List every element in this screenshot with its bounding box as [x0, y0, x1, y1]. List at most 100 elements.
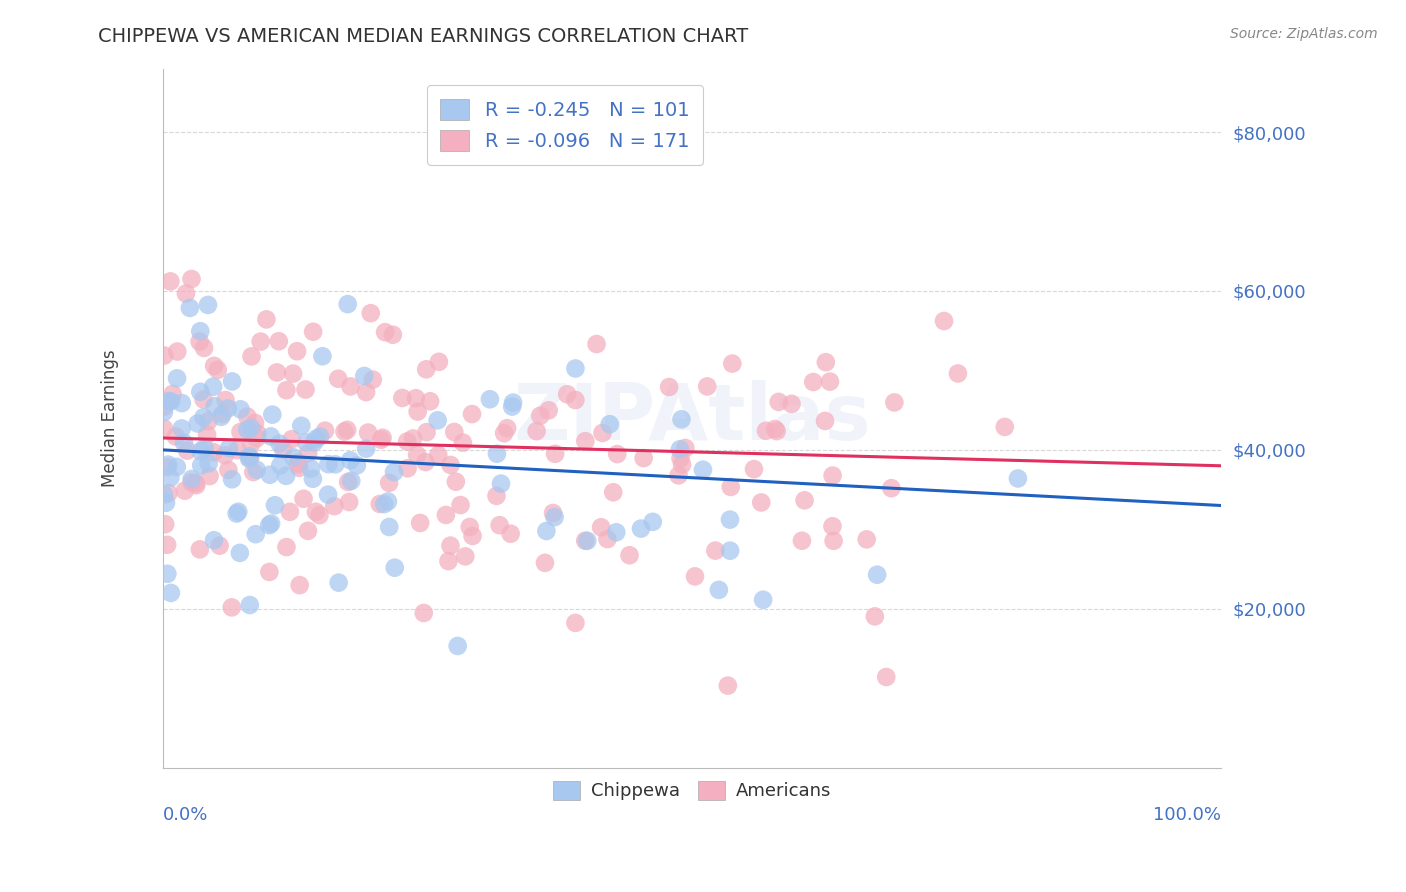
Point: [790, 533, 813, 548]
Point: [198, 469, 221, 483]
Point: [494, 426, 516, 441]
Point: [434, 508, 457, 522]
Point: [188, 324, 211, 338]
Point: [211, 407, 233, 421]
Point: [225, 507, 247, 521]
Point: [180, 272, 202, 286]
Point: [818, 375, 841, 389]
Point: [166, 459, 188, 474]
Text: ZIPAtlas: ZIPAtlas: [513, 380, 870, 456]
Point: [333, 425, 356, 439]
Point: [269, 458, 291, 473]
Point: [260, 429, 283, 443]
Point: [488, 518, 510, 533]
Point: [176, 443, 198, 458]
Point: [451, 435, 474, 450]
Point: [704, 543, 727, 558]
Point: [354, 442, 377, 456]
Point: [160, 586, 183, 600]
Point: [382, 465, 405, 479]
Point: [717, 679, 740, 693]
Point: [226, 443, 249, 458]
Point: [863, 609, 886, 624]
Point: [299, 461, 322, 475]
Point: [229, 425, 252, 439]
Point: [801, 375, 824, 389]
Point: [543, 510, 565, 524]
Point: [339, 453, 361, 467]
Point: [262, 408, 284, 422]
Point: [526, 424, 548, 438]
Point: [742, 462, 765, 476]
Text: Median Earnings: Median Earnings: [101, 350, 120, 487]
Point: [187, 417, 209, 431]
Point: [217, 463, 239, 477]
Point: [242, 465, 264, 479]
Point: [391, 391, 413, 405]
Point: [155, 517, 177, 532]
Point: [297, 524, 319, 538]
Point: [599, 417, 621, 432]
Point: [302, 435, 325, 450]
Point: [658, 380, 681, 394]
Point: [259, 467, 281, 482]
Point: [875, 670, 897, 684]
Point: [823, 533, 845, 548]
Point: [278, 505, 301, 519]
Point: [576, 533, 599, 548]
Point: [855, 533, 877, 547]
Point: [190, 458, 212, 473]
Point: [197, 456, 219, 470]
Point: [368, 497, 391, 511]
Point: [229, 402, 252, 417]
Text: Source: ZipAtlas.com: Source: ZipAtlas.com: [1230, 27, 1378, 41]
Point: [633, 451, 655, 466]
Point: [361, 373, 384, 387]
Point: [288, 578, 311, 592]
Point: [285, 344, 308, 359]
Point: [188, 334, 211, 349]
Point: [768, 395, 790, 409]
Point: [153, 421, 176, 435]
Point: [412, 606, 434, 620]
Point: [340, 474, 363, 488]
Point: [153, 400, 176, 414]
Point: [439, 539, 461, 553]
Point: [267, 334, 290, 349]
Point: [605, 525, 627, 540]
Point: [381, 327, 404, 342]
Point: [202, 445, 225, 459]
Point: [814, 414, 837, 428]
Point: [461, 529, 484, 543]
Point: [450, 498, 472, 512]
Point: [160, 394, 183, 409]
Point: [240, 350, 263, 364]
Point: [346, 458, 368, 473]
Point: [354, 385, 377, 400]
Point: [302, 325, 325, 339]
Point: [157, 486, 180, 500]
Point: [793, 493, 815, 508]
Point: [534, 556, 557, 570]
Point: [264, 498, 287, 512]
Point: [866, 567, 889, 582]
Point: [360, 306, 382, 320]
Point: [239, 451, 262, 466]
Point: [478, 392, 501, 407]
Point: [370, 433, 392, 447]
Point: [281, 367, 304, 381]
Point: [439, 458, 461, 472]
Point: [246, 463, 269, 477]
Point: [276, 383, 298, 397]
Point: [765, 424, 787, 438]
Point: [357, 425, 380, 440]
Point: [371, 431, 394, 445]
Point: [276, 540, 298, 554]
Point: [669, 451, 692, 466]
Point: [190, 444, 212, 458]
Point: [202, 533, 225, 548]
Point: [396, 461, 419, 475]
Point: [218, 441, 240, 455]
Point: [692, 463, 714, 477]
Point: [426, 413, 449, 427]
